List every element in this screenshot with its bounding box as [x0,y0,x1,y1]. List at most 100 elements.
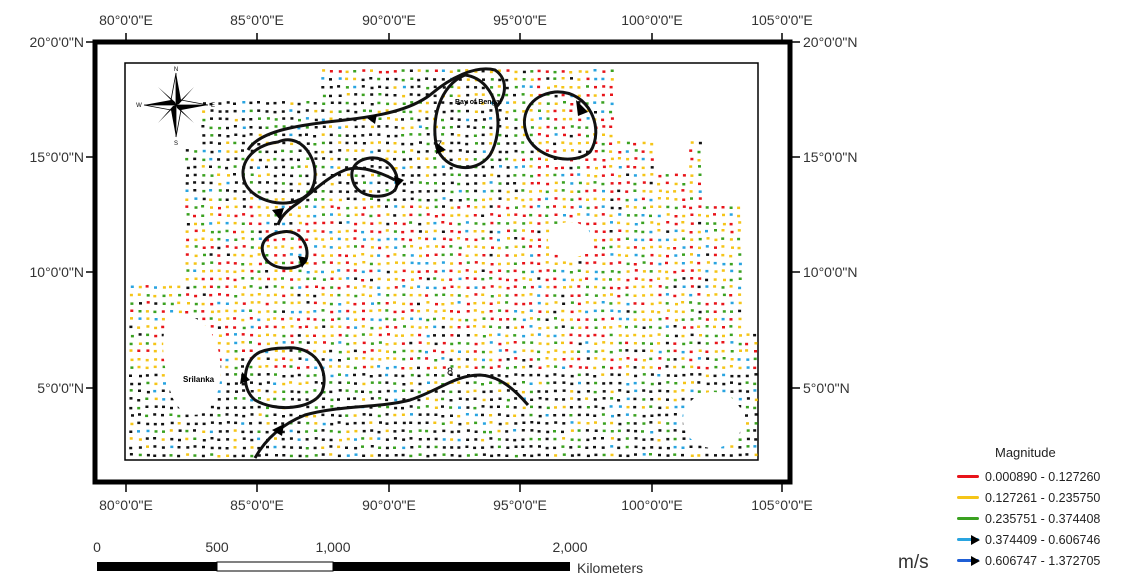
vector-dot [409,133,413,136]
vector-dot [506,358,510,361]
vector-dot [338,389,342,392]
vector-dot [345,125,349,128]
vector-dot [330,310,334,314]
vector-dot [161,374,165,377]
vector-dot [593,261,597,264]
vector-dot [521,125,525,129]
vector-dot [275,454,278,457]
vector-dot [546,246,550,249]
vector-dot [425,294,429,297]
vector-dot [217,173,221,176]
vector-dot [507,229,510,233]
vector-dot [338,414,342,417]
vector-dot [345,422,349,426]
vector-dot [330,325,334,328]
vector-dot [298,182,302,186]
vector-dot [386,213,390,216]
vector-dot [449,199,453,202]
vector-dot [362,413,366,416]
vector-dot [513,158,517,162]
vector-dot [298,350,302,353]
vector-dot [601,253,605,256]
vector-dot [282,375,286,378]
vector-dot [713,374,717,378]
vector-dot [666,349,670,353]
vector-dot [401,134,405,137]
vector-dot [561,77,565,80]
vector-dot [313,414,317,418]
vector-dot [233,125,237,128]
vector-dot [482,174,486,177]
vector-dot [681,189,685,192]
vector-dot [618,349,622,352]
vector-dot [297,278,301,281]
vector-dot [361,213,365,216]
vector-dot [513,269,517,273]
vector-dot [402,357,406,361]
vector-dot [377,198,381,202]
vector-dot [714,382,718,385]
vector-dot [593,301,597,305]
vector-dot [241,318,245,322]
vector-dot [529,302,533,305]
vector-dot [426,373,430,377]
vector-dot [410,229,414,233]
vector-dot [657,222,661,226]
vector-dot [161,446,165,449]
vector-dot [185,253,189,256]
vector-dot [457,102,461,105]
vector-dot [498,150,502,154]
vector-dot [273,157,277,161]
vector-dot [521,93,525,96]
vector-dot [249,341,252,344]
graticule-ticks [86,33,800,492]
vector-dot [578,205,582,208]
vector-dot [385,454,389,457]
vector-dot [282,301,286,304]
vector-dot [730,358,734,361]
vector-dot [306,277,310,281]
vector-dot [505,349,509,352]
vector-dot [586,422,590,425]
vector-dot [546,285,550,289]
vector-dot [370,278,373,282]
vector-dot [313,310,317,313]
vector-dot [137,406,141,410]
vector-dot [257,405,261,409]
vector-dot [723,278,726,282]
vector-dot [401,310,405,313]
vector-dot [514,197,518,200]
vector-dot [681,269,685,272]
vector-dot [250,373,254,376]
vector-dot [289,381,293,384]
vector-dot [361,85,365,88]
vector-dot [154,318,158,321]
vector-dot [634,389,638,393]
vector-dot [522,70,526,74]
vector-dot [745,453,749,456]
vector-dot [394,167,398,170]
vector-dot [529,157,533,161]
vector-dot [505,422,509,425]
vector-dot [225,117,229,121]
vector-dot [393,421,397,425]
vector-dot [401,78,405,82]
vector-dot [154,382,158,386]
vector-dot [554,197,558,200]
vector-dot [225,245,229,248]
vector-dot [609,245,613,249]
vector-dot [481,133,485,137]
vector-dot [458,158,462,161]
vector-dot [529,309,533,312]
vector-dot [378,246,382,250]
vector-dot [274,349,278,352]
vector-dot [426,277,430,281]
vector-dot [682,183,686,186]
vector-dot [499,165,502,168]
vector-dot [441,397,445,401]
vector-dot [225,285,229,288]
vector-dot [305,205,309,208]
vector-dot [514,445,518,448]
vector-dot [585,254,589,257]
vector-dot [370,349,374,352]
